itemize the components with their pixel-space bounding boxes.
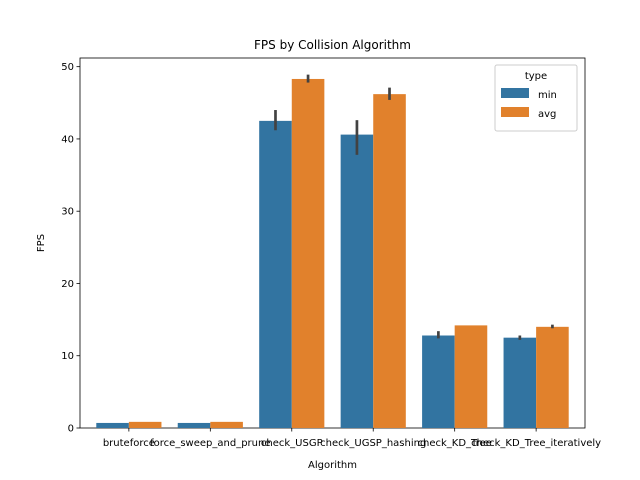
bar-avg-check_UGSP_hashing xyxy=(373,94,406,428)
y-tick-label: 30 xyxy=(61,207,74,218)
plot-frame xyxy=(79,57,586,429)
bar-min-check_UGSP_hashing xyxy=(340,134,374,428)
bar-min-check_KD_Tree_iteratively xyxy=(503,337,537,428)
bar-avg-bruteforce xyxy=(128,421,162,428)
x-tick-label: check_KD_Tree xyxy=(417,438,491,449)
y-tick-label: 10 xyxy=(61,351,74,362)
y-tick-label: 50 xyxy=(61,62,74,73)
x-tick-label: force_sweep_and_prune xyxy=(150,438,270,449)
bar-min-check_KD_Tree xyxy=(422,335,455,428)
error-bars xyxy=(274,74,554,340)
y-tick-label: 0 xyxy=(68,424,74,435)
legend-swatch-min xyxy=(501,88,529,98)
legend-swatch-avg xyxy=(501,107,529,117)
bar-avg-check_KD_Tree_iteratively xyxy=(536,326,569,428)
x-axis-label: Algorithm xyxy=(308,460,357,471)
y-axis: 0 10 20 30 40 50 xyxy=(61,62,80,435)
x-tick-label: bruteforce xyxy=(103,438,155,449)
y-tick-label: 40 xyxy=(61,134,74,145)
legend-items: min avg xyxy=(501,88,557,120)
bar-min-force_sweep_and_prune xyxy=(177,422,211,428)
x-axis: bruteforceforce_sweep_and_prunecheck_USG… xyxy=(103,428,601,449)
bar-min-check_USGP xyxy=(259,120,292,428)
x-tick-label: check_USGP xyxy=(261,438,323,449)
y-axis-label: FPS xyxy=(36,234,47,252)
bar-avg-check_USGP xyxy=(291,78,325,428)
x-tick-label: check_KD_Tree_iteratively xyxy=(471,438,601,449)
legend-label-avg: avg xyxy=(538,109,556,120)
legend-title: type xyxy=(525,71,547,82)
legend-label-min: min xyxy=(538,90,557,101)
bar-min-bruteforce xyxy=(96,422,129,428)
x-tick-label: check_UGSP_hashing xyxy=(320,438,426,449)
y-tick-label: 20 xyxy=(61,279,74,290)
bar-avg-force_sweep_and_prune xyxy=(210,421,243,428)
bar-avg-check_KD_Tree xyxy=(454,325,488,428)
legend: type min avg xyxy=(494,64,578,132)
chart-title: FPS by Collision Algorithm xyxy=(254,38,411,52)
bars xyxy=(96,78,569,428)
